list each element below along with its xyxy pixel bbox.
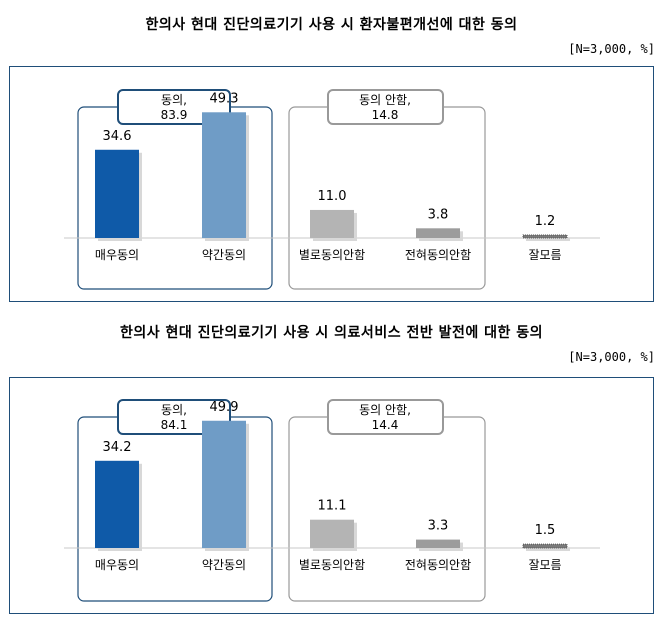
- data-label: 49.9: [210, 400, 239, 415]
- bar-전혀동의안함: [416, 539, 460, 548]
- bar-약간동의: [202, 112, 246, 238]
- data-label: 3.8: [428, 207, 449, 222]
- category-label: 잘모름: [528, 558, 561, 572]
- data-label: 11.1: [318, 499, 347, 514]
- bar-약간동의: [202, 420, 246, 548]
- bar-chart-2: 동의, 84.1 동의 안함, 14.4 34.2 매우동의 49.9 약간동의 11.…: [64, 399, 600, 602]
- data-label: 1.2: [535, 214, 556, 229]
- agree-group-value: 83.9: [161, 108, 188, 122]
- data-label: 11.0: [318, 189, 347, 204]
- bar-shadow: [526, 237, 570, 241]
- data-label: 49.3: [210, 91, 239, 106]
- category-label: 약간동의: [202, 557, 246, 572]
- disagree-group-value: 14.4: [372, 418, 399, 432]
- chart-panel-1: 한의사 현대 진단의료기기 사용 시 환자불편개선에 대한 동의 [N=3,00…: [0, 0, 663, 310]
- bar-매우동의: [95, 460, 139, 548]
- data-label: 34.6: [103, 129, 132, 144]
- disagree-group-value: 14.8: [372, 108, 399, 122]
- data-label: 3.3: [428, 519, 449, 534]
- bar-chart-1: 동의, 83.9 동의 안함, 14.8 34.6 매우동의 49.3 약간동의 11.…: [64, 89, 600, 290]
- agree-group-label: 동의,: [161, 93, 187, 107]
- agree-group-value: 84.1: [161, 418, 188, 432]
- disagree-group-label: 동의 안함,: [359, 403, 411, 417]
- chart-title: 한의사 현대 진단의료기기 사용 시 환자불편개선에 대한 동의: [145, 17, 518, 33]
- bar-별로동의안함: [310, 209, 354, 238]
- disagree-group-label: 동의 안함,: [359, 93, 411, 107]
- bar-별로동의안함: [310, 519, 354, 548]
- category-label: 전혀동의안함: [405, 558, 471, 572]
- category-label: 전혀동의안함: [405, 248, 471, 262]
- category-label: 매우동의: [95, 248, 139, 262]
- disagree-group-label-box: 동의 안함, 14.4: [327, 399, 444, 435]
- category-label: 잘모름: [528, 248, 561, 262]
- sample-size-note: [N=3,000, %]: [568, 350, 655, 364]
- data-label: 34.2: [103, 440, 132, 455]
- category-label: 별로동의안함: [299, 248, 365, 262]
- bar-전혀동의안함: [416, 228, 460, 238]
- category-label: 매우동의: [95, 558, 139, 572]
- bar-잘모름: [522, 543, 568, 549]
- category-label: 별로동의안함: [299, 558, 365, 572]
- bar-매우동의: [95, 149, 139, 238]
- sample-size-note: [N=3,000, %]: [568, 42, 655, 56]
- data-label: 1.5: [535, 523, 556, 538]
- category-label: 약간동의: [202, 247, 246, 262]
- disagree-group-label-box: 동의 안함, 14.8: [327, 89, 444, 125]
- chart-title: 한의사 현대 진단의료기기 사용 시 의료서비스 전반 발전에 대한 동의: [119, 325, 543, 341]
- agree-group-label: 동의,: [161, 403, 187, 417]
- chart-panel-2: 한의사 현대 진단의료기기 사용 시 의료서비스 전반 발전에 대한 동의 [N…: [0, 310, 663, 622]
- bar-잘모름: [522, 234, 568, 239]
- bar-shadow: [526, 547, 570, 551]
